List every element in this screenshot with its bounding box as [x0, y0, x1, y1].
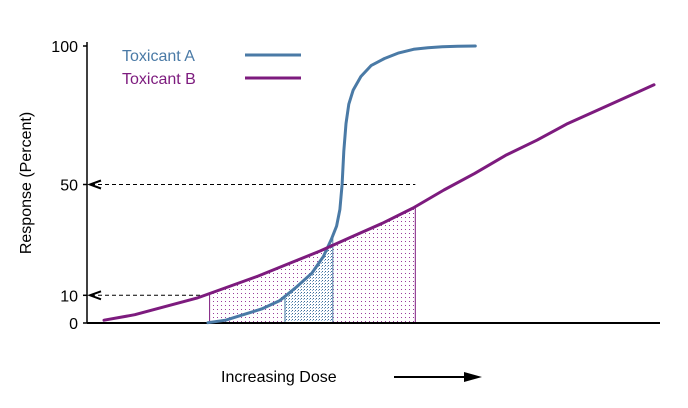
- reference-lines: [87, 179, 416, 301]
- series-lines: [102, 44, 656, 325]
- x-axis-label: Increasing Dose: [221, 369, 337, 386]
- legend-label-toxicant-a: Toxicant A: [122, 48, 195, 65]
- y-axis-label: Response (Percent): [18, 112, 35, 254]
- x-axis-title: Increasing Dose: [221, 369, 482, 386]
- shaded-region-toxicant-a: [284, 235, 333, 323]
- shaded-region-toxicant-b: [209, 206, 416, 323]
- y-ticks: 0 10 50 100: [51, 39, 87, 333]
- legend: Toxicant A Toxicant B: [122, 48, 301, 88]
- reference-arrow-50: [87, 179, 102, 190]
- legend-label-toxicant-b: Toxicant B: [122, 71, 196, 88]
- y-tick-label-50: 50: [60, 178, 78, 195]
- reference-arrow-10: [87, 290, 102, 301]
- series-line-toxicant-a: [206, 44, 477, 325]
- dose-arrow-head: [464, 372, 482, 382]
- y-tick-label-10: 10: [60, 288, 78, 305]
- y-tick-label-0: 0: [69, 316, 78, 333]
- shaded-areas: [209, 206, 416, 323]
- series-line-toxicant-b: [102, 83, 656, 322]
- y-tick-label-100: 100: [51, 39, 78, 56]
